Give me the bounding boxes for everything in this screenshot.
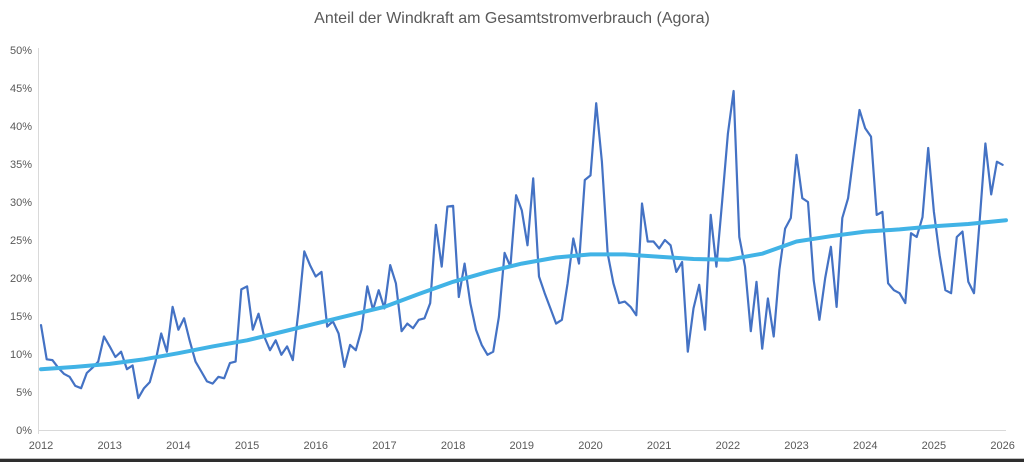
x-tick-label: 2019 [510,440,534,452]
window-bottom-bar [0,459,1024,462]
y-tick-label: 35% [10,159,32,171]
y-tick-label: 20% [10,273,32,285]
x-tick-label: 2025 [922,440,946,452]
x-tick-label: 2013 [97,440,121,452]
y-tick-label: 0% [16,425,32,437]
wind-share-line-chart: 0% 5% 10% 15% 20% 25% 30% 35% 40% 45% 50% 2012 2013 2… [10,45,1015,452]
x-tick-label: 2024 [853,440,877,452]
y-tick-label: 15% [10,311,32,323]
x-tick-label: 2021 [647,440,671,452]
y-tick-label: 25% [10,235,32,247]
x-tick-label: 2026 [990,440,1014,452]
x-tick-label: 2018 [441,440,465,452]
x-tick-label: 2022 [716,440,740,452]
x-tick-label: 2023 [784,440,808,452]
y-tick-label: 5% [16,387,32,399]
x-tick-label: 2020 [578,440,602,452]
chart-title: Anteil der Windkraft am Gesamtstromverbr… [314,10,710,27]
y-tick-label: 45% [10,83,32,95]
trend-line [39,218,1008,372]
x-tick-label: 2012 [29,440,53,452]
y-tick-label: 10% [10,349,32,361]
x-tick-label: 2016 [304,440,328,452]
x-tick-label: 2017 [372,440,396,452]
y-tick-label: 50% [10,45,32,57]
y-tick-label: 30% [10,197,32,209]
x-tick-label: 2014 [166,440,190,452]
y-tick-label: 40% [10,121,32,133]
x-tick-label: 2015 [235,440,259,452]
monthly-wind-share-line [39,89,1004,400]
bottom-divider-line [0,458,1024,459]
